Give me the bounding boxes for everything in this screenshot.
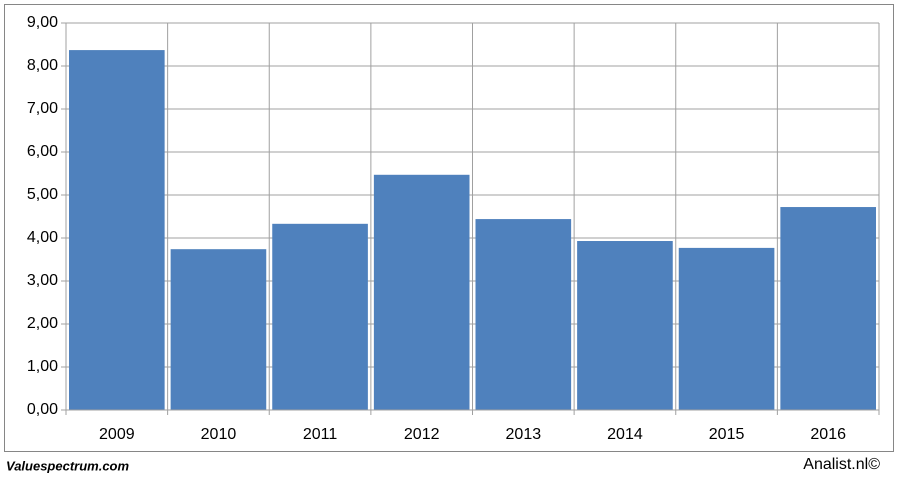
y-tick-label: 3,00 [27,272,58,289]
bar [577,241,673,410]
x-tick-label: 2011 [303,426,338,443]
bar [69,50,165,411]
y-tick-label: 9,00 [27,14,58,31]
x-tick-label: 2016 [810,426,846,443]
credit-left: Valuespectrum.com [6,458,130,473]
bar [780,207,876,410]
y-tick-label: 1,00 [27,358,58,375]
y-tick-label: 0,00 [27,401,58,418]
credit-right: Analist.nl© [803,456,880,473]
bar [475,219,572,410]
y-tick-label: 4,00 [27,229,58,246]
x-tick-label: 2014 [607,426,643,443]
bar [272,223,368,410]
bar [678,247,775,410]
x-tick-label: 2010 [201,426,237,443]
bar [170,249,267,410]
x-tick-label: 2015 [709,426,745,443]
y-tick-label: 6,00 [27,143,58,160]
x-tick-label: 2013 [506,426,542,443]
x-tick-label: 2009 [99,426,135,443]
y-tick-label: 7,00 [27,100,58,117]
y-tick-label: 8,00 [27,57,58,74]
bar [373,174,470,410]
y-tick-label: 2,00 [27,315,58,332]
y-tick-label: 5,00 [27,186,58,203]
x-tick-label: 2012 [404,426,440,443]
